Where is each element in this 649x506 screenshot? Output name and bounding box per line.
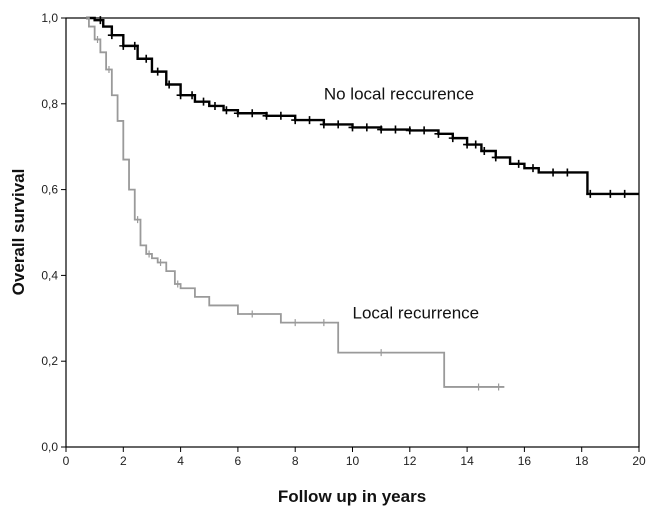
y-tick-label: 0,8 — [41, 97, 58, 111]
censor-mark — [96, 16, 105, 25]
censor-mark — [248, 310, 256, 318]
censor-mark — [291, 319, 299, 327]
series-label: Local recurrence — [353, 303, 480, 322]
x-tick-label: 6 — [235, 454, 242, 468]
x-tick-label: 16 — [518, 454, 532, 468]
censor-mark — [420, 126, 429, 135]
censor-mark — [157, 259, 165, 267]
series-local-recurrence: Local recurrence — [86, 17, 505, 391]
censor-mark — [291, 116, 300, 125]
censor-mark — [174, 280, 182, 288]
censor-mark — [334, 120, 343, 129]
censor-mark — [130, 41, 139, 50]
x-axis-ticks: 0 2 4 6 8 10 12 14 16 18 20 — [63, 447, 646, 468]
censor-mark — [107, 31, 116, 40]
censor-mark — [105, 65, 113, 73]
x-tick-label: 18 — [575, 454, 589, 468]
censor-mark — [620, 189, 629, 198]
y-tick-label: 1,0 — [41, 11, 58, 25]
censor-mark — [134, 216, 142, 224]
x-tick-label: 0 — [63, 454, 70, 468]
x-tick-label: 10 — [346, 454, 360, 468]
censor-mark — [391, 125, 400, 134]
censor-mark — [448, 134, 457, 143]
censor-mark — [233, 109, 242, 118]
series-no-local-reccurence: No local reccurence — [86, 16, 639, 198]
censor-mark — [94, 35, 102, 43]
y-tick-label: 0,0 — [41, 440, 58, 454]
censor-mark — [320, 319, 328, 327]
censor-mark — [165, 80, 174, 89]
y-tick-label: 0,6 — [41, 183, 58, 197]
censor-mark — [119, 41, 128, 50]
x-tick-label: 20 — [632, 454, 646, 468]
y-axis-ticks: 0,0 0,2 0,4 0,6 0,8 1,0 — [41, 11, 66, 454]
censor-mark — [176, 91, 185, 100]
y-axis-title: Overall survival — [9, 169, 28, 296]
censor-mark — [188, 91, 197, 100]
x-tick-label: 4 — [177, 454, 184, 468]
censor-mark — [491, 153, 500, 162]
censor-mark — [434, 129, 443, 138]
x-tick-label: 8 — [292, 454, 299, 468]
x-tick-label: 14 — [460, 454, 474, 468]
censor-mark — [514, 159, 523, 168]
censor-mark — [210, 101, 219, 110]
plot-area — [65, 17, 640, 448]
x-tick-label: 12 — [403, 454, 417, 468]
series-label: No local reccurence — [324, 85, 474, 104]
censor-mark — [305, 116, 314, 125]
y-tick-label: 0,4 — [41, 268, 58, 282]
censor-mark — [276, 111, 285, 120]
censor-mark — [153, 67, 162, 76]
censor-mark — [377, 349, 385, 357]
censor-mark — [362, 123, 371, 132]
censor-mark — [586, 189, 595, 198]
censor-mark — [475, 383, 483, 391]
censor-mark — [528, 164, 537, 173]
censor-mark — [248, 109, 257, 118]
censor-mark — [377, 125, 386, 134]
censor-mark — [563, 168, 572, 177]
censor-mark — [480, 146, 489, 155]
censor-mark — [405, 126, 414, 135]
censor-mark — [145, 250, 153, 258]
y-tick-label: 0,2 — [41, 354, 58, 368]
censor-mark — [262, 111, 271, 120]
censor-mark — [549, 168, 558, 177]
censor-mark — [471, 140, 480, 149]
censor-mark — [199, 97, 208, 106]
censor-mark — [142, 54, 151, 63]
censor-mark — [319, 120, 328, 129]
censor-mark — [222, 106, 231, 115]
censor-mark — [606, 189, 615, 198]
censor-mark — [463, 140, 472, 149]
x-tick-label: 2 — [120, 454, 127, 468]
series-layer: No local reccurence Local recurrence — [86, 16, 639, 391]
censor-mark — [348, 123, 357, 132]
x-axis-title: Follow up in years — [278, 487, 426, 506]
censor-mark — [495, 383, 503, 391]
